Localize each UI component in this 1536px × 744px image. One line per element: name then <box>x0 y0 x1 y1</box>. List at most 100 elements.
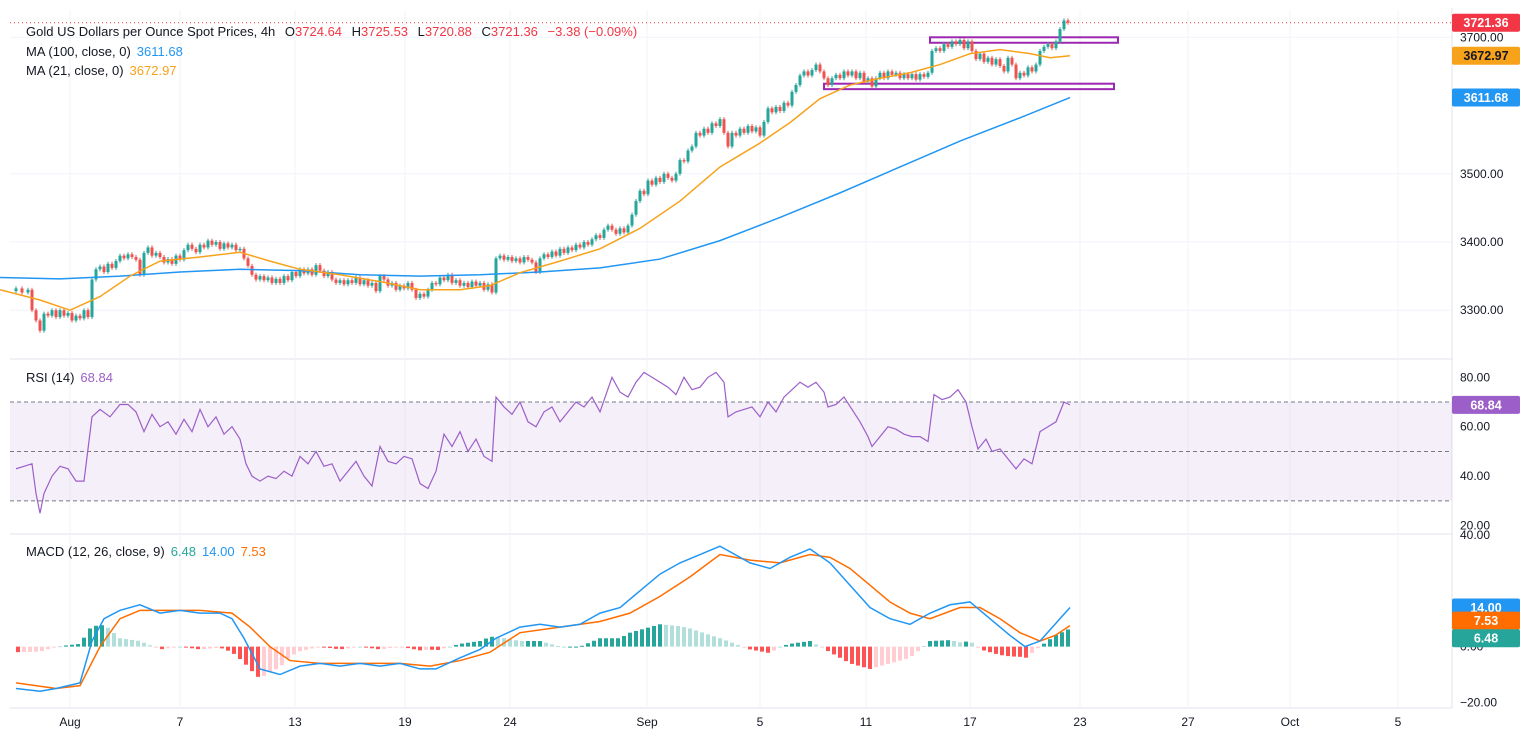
macd-histogram-bar <box>358 646 362 648</box>
rsi-legend[interactable]: RSI (14) 68.84 <box>26 370 113 385</box>
candle-down <box>838 74 842 79</box>
macd-histogram-bar <box>976 646 980 648</box>
candle-up <box>14 288 18 292</box>
macd-histogram-bar <box>352 646 356 648</box>
ma21-value: 3672.97 <box>129 63 177 78</box>
candle-up <box>782 102 786 111</box>
candle-up <box>618 228 622 234</box>
candle-down <box>518 258 522 263</box>
macd-histogram-bar <box>526 641 530 647</box>
candle-down <box>534 262 538 273</box>
candle-down <box>366 280 370 286</box>
macd-histogram-bar <box>730 642 734 647</box>
macd-hist-tag: 6.48 <box>1474 632 1498 646</box>
macd-legend[interactable]: MACD (12, 26, close, 9) 6.48 14.00 7.53 <box>26 544 266 559</box>
macd-histogram-bar <box>262 646 266 676</box>
macd-histogram-bar <box>328 646 332 649</box>
candle-down <box>150 247 154 256</box>
candle-up <box>1062 20 1066 30</box>
macd-histogram-bar <box>868 646 872 669</box>
macd-histogram-bar <box>304 646 308 650</box>
candle-up <box>678 160 682 174</box>
macd-histogram-bar <box>586 643 590 647</box>
macd-histogram-bar <box>1000 646 1004 656</box>
macd-histogram-bar <box>316 646 320 648</box>
candle-down <box>562 248 566 253</box>
candle-down <box>190 244 194 249</box>
macd-histogram-bar <box>82 637 86 647</box>
macd-histogram-bar <box>880 646 884 666</box>
x-tick-label: 11 <box>860 715 873 729</box>
candle-down <box>178 255 182 260</box>
macd-histogram-bar <box>46 646 50 650</box>
candle-up <box>654 177 658 185</box>
candle-up <box>370 282 374 286</box>
candle-up <box>182 250 186 260</box>
candle-up <box>766 108 770 122</box>
candle-down <box>922 74 926 77</box>
candle-down <box>318 265 322 271</box>
ma100-legend[interactable]: MA (100, close, 0) 3611.68 <box>26 44 183 59</box>
candle-down <box>806 71 810 76</box>
candle-down <box>1050 44 1054 49</box>
candle-up <box>986 57 990 62</box>
macd-tick-label: 40.00 <box>1460 528 1490 542</box>
candle-up <box>438 277 442 285</box>
macd-histogram-bar <box>400 646 404 648</box>
macd-histogram-bar <box>142 642 146 647</box>
macd-histogram-bar <box>574 646 578 648</box>
macd-histogram-bar <box>496 636 500 647</box>
candle-up <box>470 281 474 288</box>
x-tick-label: 17 <box>963 715 977 729</box>
macd-histogram-bar <box>310 646 314 649</box>
candle-up <box>550 251 554 258</box>
rsi-value: 68.84 <box>80 370 113 385</box>
candle-down <box>54 310 58 318</box>
macd-histogram-bar <box>460 643 464 647</box>
candle-up <box>858 72 862 79</box>
candle-up <box>790 91 794 106</box>
macd-histogram-bar <box>1054 634 1058 647</box>
candle-up <box>298 269 302 277</box>
candle-up <box>426 289 430 297</box>
candle-down <box>194 248 198 253</box>
macd-histogram-bar <box>220 646 224 649</box>
macd-histogram-bar <box>892 646 896 663</box>
candle-down <box>598 235 602 238</box>
candle-up <box>850 71 854 76</box>
macd-histogram-bar <box>598 638 602 647</box>
macd-histogram-bar <box>814 644 818 647</box>
candle-down <box>946 44 950 47</box>
macd-histogram-bar <box>334 646 338 649</box>
x-tick-label: Aug <box>59 715 80 729</box>
candle-up <box>186 244 190 251</box>
candle-down <box>414 289 418 298</box>
macd-histogram-bar <box>946 640 950 647</box>
macd-histogram-bar <box>916 646 920 652</box>
candle-down <box>962 40 966 49</box>
candle-up <box>746 126 750 133</box>
macd-histogram-bar <box>280 646 284 666</box>
candle-up <box>1058 29 1062 42</box>
candle-up <box>198 244 202 253</box>
macd-histogram-bar <box>592 640 596 647</box>
candle-down <box>294 272 298 277</box>
candle-down <box>982 53 986 62</box>
macd-histogram-bar <box>928 641 932 647</box>
candle-up <box>338 280 342 283</box>
macd-histogram-bar <box>766 646 770 653</box>
candle-up <box>690 146 694 151</box>
ma21-legend[interactable]: MA (21, close, 0) 3672.97 <box>26 63 177 78</box>
candle-down <box>666 173 670 178</box>
candle-down <box>262 276 266 281</box>
candle-down <box>658 177 662 182</box>
candle-down <box>846 71 850 76</box>
x-tick-label: 27 <box>1181 715 1195 729</box>
candle-down <box>578 244 582 248</box>
macd-histogram-bar <box>136 640 140 647</box>
candle-up <box>754 127 758 132</box>
macd-histogram-bar <box>166 646 170 649</box>
macd-histogram-bar <box>232 646 236 654</box>
macd-histogram-bar <box>898 646 902 661</box>
